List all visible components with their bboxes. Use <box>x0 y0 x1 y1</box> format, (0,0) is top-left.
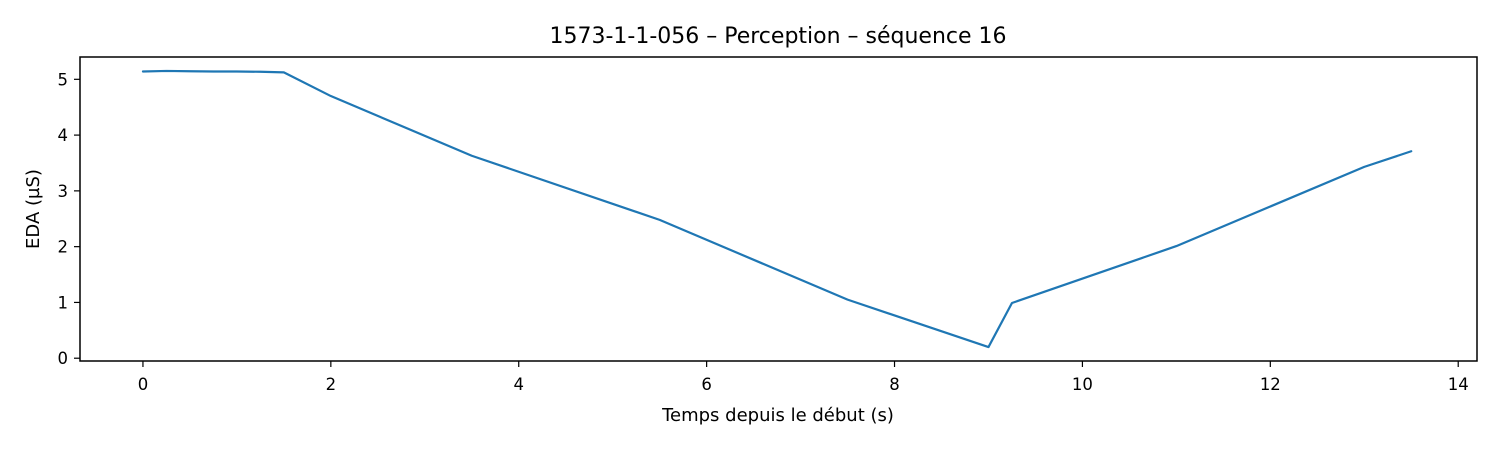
y-tick-label: 4 <box>58 126 69 145</box>
y-axis-label: EDA (µS) <box>23 169 44 249</box>
x-tick-label: 8 <box>889 375 900 394</box>
x-axis: 0 2 4 6 8 10 12 14 <box>138 361 1469 394</box>
y-tick-label: 5 <box>58 70 69 89</box>
x-tick-label: 6 <box>701 375 712 394</box>
plot-frame <box>79 56 1478 362</box>
y-tick-label: 1 <box>58 293 69 312</box>
series-line <box>141 69 1413 349</box>
chart-title: 1573-1-1-056 – Perception – séquence 16 <box>549 24 1006 49</box>
series-layer <box>141 69 1413 349</box>
x-tick-label: 14 <box>1448 375 1469 394</box>
x-tick-label: 4 <box>513 375 524 394</box>
y-axis: 0 1 2 3 4 5 <box>58 70 80 368</box>
y-tick-label: 0 <box>58 349 69 368</box>
x-tick-label: 12 <box>1260 375 1281 394</box>
y-tick-label: 3 <box>58 182 69 201</box>
x-axis-label: Temps depuis le début (s) <box>661 405 894 426</box>
y-tick-label: 2 <box>58 238 69 257</box>
x-tick-label: 0 <box>138 375 149 394</box>
x-tick-label: 2 <box>326 375 337 394</box>
x-tick-label: 10 <box>1072 375 1093 394</box>
